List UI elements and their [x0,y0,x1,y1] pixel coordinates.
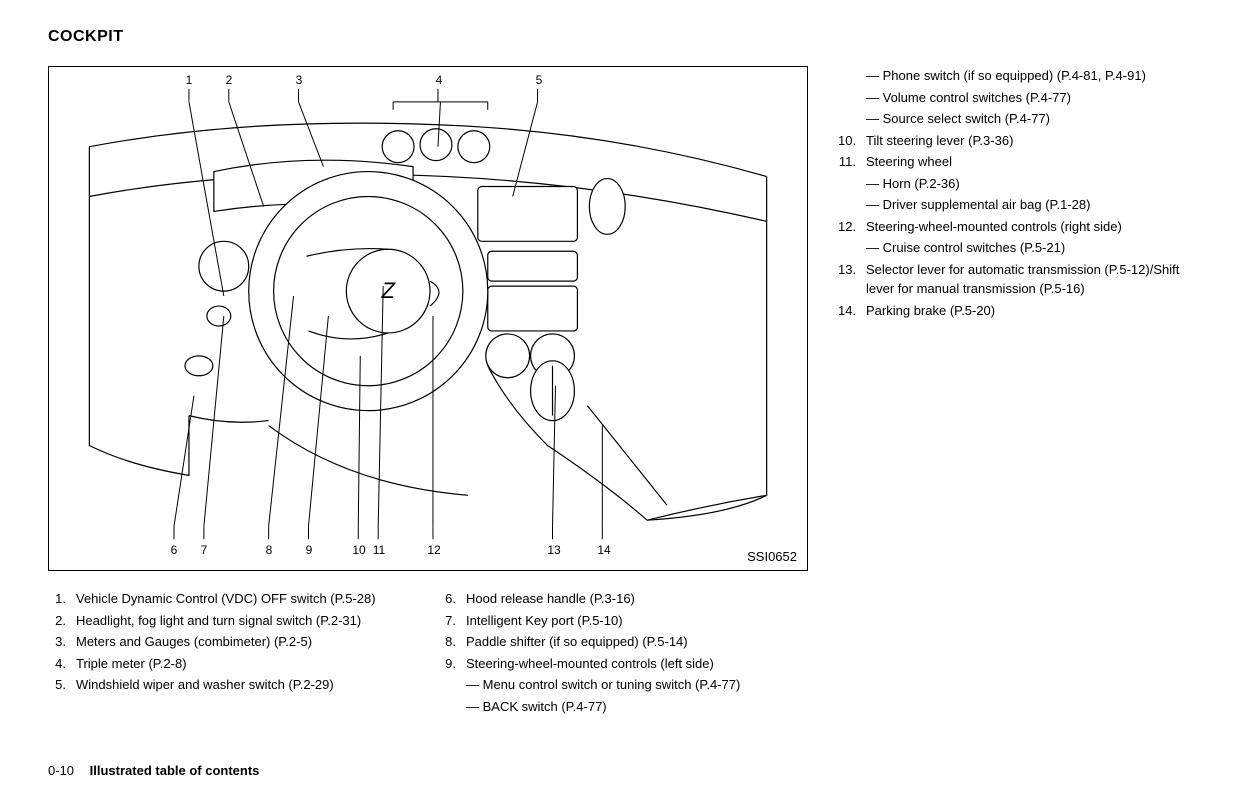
callout-number: 10 [351,543,367,557]
legend-item-number: 5. [48,675,76,695]
legend-item: 13.Selector lever for automatic transmis… [838,260,1193,299]
callout-number: 3 [291,73,307,87]
legend-item: 6.Hood release handle (P.3-16) [438,589,808,609]
legend-item-number [438,697,466,717]
legend-item-number [838,195,866,215]
callout-number: 12 [426,543,442,557]
legend-item-number: 14. [838,301,866,321]
legend-col-1: 1.Vehicle Dynamic Control (VDC) OFF swit… [48,589,418,718]
page-title: COCKPIT [48,28,1193,46]
legend-item-text: Hood release handle (P.3-16) [466,589,808,609]
legend-item: 9.Steering-wheel-mounted controls (left … [438,654,808,674]
legend-item: — Source select switch (P.4-77) [838,109,1193,129]
legend-item: 8.Paddle shifter (if so equipped) (P.5-1… [438,632,808,652]
legend-item-text: Headlight, fog light and turn signal swi… [76,611,418,631]
callout-number: 9 [301,543,317,557]
legend-item: 4.Triple meter (P.2-8) [48,654,418,674]
cockpit-drawing: Z [49,67,807,570]
diagram-figure: Z SSI0652 12 [48,66,808,571]
figure-code: SSI0652 [747,549,797,564]
main-columns: Z SSI0652 12 [48,66,1193,718]
callout-number: 7 [196,543,212,557]
legend-item: — Cruise control switches (P.5-21) [838,238,1193,258]
legend-item: 14.Parking brake (P.5-20) [838,301,1193,321]
legend-item-number: 9. [438,654,466,674]
legend-item: 7.Intelligent Key port (P.5-10) [438,611,808,631]
legend-item-text: Vehicle Dynamic Control (VDC) OFF switch… [76,589,418,609]
callout-number: 6 [166,543,182,557]
legend-item-text: Meters and Gauges (combimeter) (P.2-5) [76,632,418,652]
legend-item-text: Paddle shifter (if so equipped) (P.5-14) [466,632,808,652]
legend-item-number: 1. [48,589,76,609]
legend-item: 2.Headlight, fog light and turn signal s… [48,611,418,631]
legend-item-text: Tilt steering lever (P.3-36) [866,131,1193,151]
footer-section: Illustrated table of contents [90,763,260,778]
legend-item: — Horn (P.2-36) [838,174,1193,194]
legend-item-text: Parking brake (P.5-20) [866,301,1193,321]
callout-number: 13 [546,543,562,557]
legend-item: — Driver supplemental air bag (P.1-28) [838,195,1193,215]
legend-col-2: 6.Hood release handle (P.3-16)7.Intellig… [438,589,808,718]
page-footer: 0-10 Illustrated table of contents [48,763,259,778]
legend-item: — Menu control switch or tuning switch (… [438,675,808,695]
legend-item: 11.Steering wheel [838,152,1193,172]
legend-item-text: Steering wheel [866,152,1193,172]
legend-item-text: — Volume control switches (P.4-77) [866,88,1193,108]
legend-item: 1.Vehicle Dynamic Control (VDC) OFF swit… [48,589,418,609]
legend-item-number: 13. [838,260,866,299]
legend-item-number: 11. [838,152,866,172]
legend-item-number: 2. [48,611,76,631]
legend-item: — Volume control switches (P.4-77) [838,88,1193,108]
legend-item-text: — BACK switch (P.4-77) [466,697,808,717]
legend-item-text: Windshield wiper and washer switch (P.2-… [76,675,418,695]
legend-item-number [838,88,866,108]
legend-col-right: — Phone switch (if so equipped) (P.4-81,… [838,66,1193,718]
legend-item-number: 7. [438,611,466,631]
legend-item-text: Selector lever for automatic transmissio… [866,260,1193,299]
legend-item-number [838,238,866,258]
legend-item-number: 12. [838,217,866,237]
legend-columns: 1.Vehicle Dynamic Control (VDC) OFF swit… [48,589,808,718]
legend-item-number: 10. [838,131,866,151]
legend-item-number: 6. [438,589,466,609]
left-column: Z SSI0652 12 [48,66,808,718]
legend-item-text: Intelligent Key port (P.5-10) [466,611,808,631]
legend-item-number: 4. [48,654,76,674]
legend-item-number [838,109,866,129]
legend-item: — Phone switch (if so equipped) (P.4-81,… [838,66,1193,86]
callout-number: 11 [371,543,387,557]
callout-number: 8 [261,543,277,557]
callout-number: 14 [596,543,612,557]
legend-item-number [438,675,466,695]
legend-item: 10.Tilt steering lever (P.3-36) [838,131,1193,151]
legend-item-number [838,66,866,86]
page-number: 0-10 [48,763,74,778]
legend-item-text: — Driver supplemental air bag (P.1-28) [866,195,1193,215]
legend-item-text: Triple meter (P.2-8) [76,654,418,674]
callout-number: 5 [531,73,547,87]
legend-item-text: — Horn (P.2-36) [866,174,1193,194]
legend-item-text: Steering-wheel-mounted controls (right s… [866,217,1193,237]
legend-item-text: — Source select switch (P.4-77) [866,109,1193,129]
legend-item: 5.Windshield wiper and washer switch (P.… [48,675,418,695]
callout-number: 4 [431,73,447,87]
legend-item: 12.Steering-wheel-mounted controls (righ… [838,217,1193,237]
callout-number: 2 [221,73,237,87]
legend-item-text: — Cruise control switches (P.5-21) [866,238,1193,258]
legend-item-number: 8. [438,632,466,652]
legend-item: 3.Meters and Gauges (combimeter) (P.2-5) [48,632,418,652]
legend-item-text: — Menu control switch or tuning switch (… [466,675,808,695]
legend-item-number [838,174,866,194]
callout-number: 1 [181,73,197,87]
legend-item-number: 3. [48,632,76,652]
legend-item: — BACK switch (P.4-77) [438,697,808,717]
legend-item-text: Steering-wheel-mounted controls (left si… [466,654,808,674]
legend-item-text: — Phone switch (if so equipped) (P.4-81,… [866,66,1193,86]
